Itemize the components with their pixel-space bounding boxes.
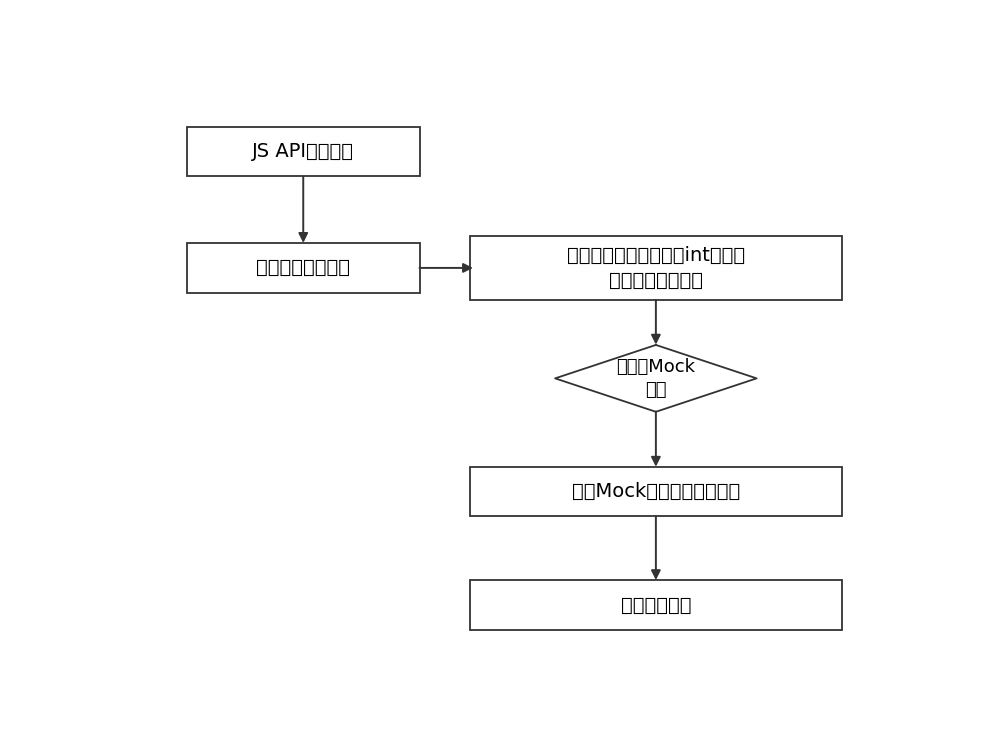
Text: 注册监听事件: 注册监听事件 xyxy=(621,596,691,615)
Bar xyxy=(470,467,842,516)
Bar xyxy=(187,127,420,177)
Text: 根据Mock语法生成校验规则: 根据Mock语法生成校验规则 xyxy=(572,482,740,501)
Text: 获取绑定字段样式: 获取绑定字段样式 xyxy=(256,258,350,277)
Bar xyxy=(187,243,420,293)
Bar xyxy=(470,581,842,630)
Text: JS API接口描述: JS API接口描述 xyxy=(252,142,354,161)
Bar xyxy=(470,236,842,300)
Text: 补充预置基本校验，如int型，则
补充整数正则校验: 补充预置基本校验，如int型，则 补充整数正则校验 xyxy=(567,246,745,290)
Text: 是否有Mock
描述: 是否有Mock 描述 xyxy=(616,358,695,399)
Polygon shape xyxy=(555,345,757,411)
